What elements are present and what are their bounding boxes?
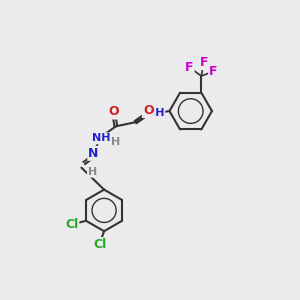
Text: O: O bbox=[109, 106, 119, 118]
Text: H: H bbox=[111, 137, 120, 147]
Text: Cl: Cl bbox=[65, 218, 78, 232]
Text: N: N bbox=[88, 147, 99, 160]
Text: O: O bbox=[143, 104, 154, 117]
Text: Cl: Cl bbox=[93, 238, 106, 251]
Text: F: F bbox=[200, 56, 208, 69]
Text: NH: NH bbox=[146, 108, 164, 118]
Text: NH: NH bbox=[92, 133, 111, 143]
Text: F: F bbox=[209, 65, 218, 78]
Text: F: F bbox=[185, 61, 194, 74]
Text: H: H bbox=[88, 167, 97, 177]
